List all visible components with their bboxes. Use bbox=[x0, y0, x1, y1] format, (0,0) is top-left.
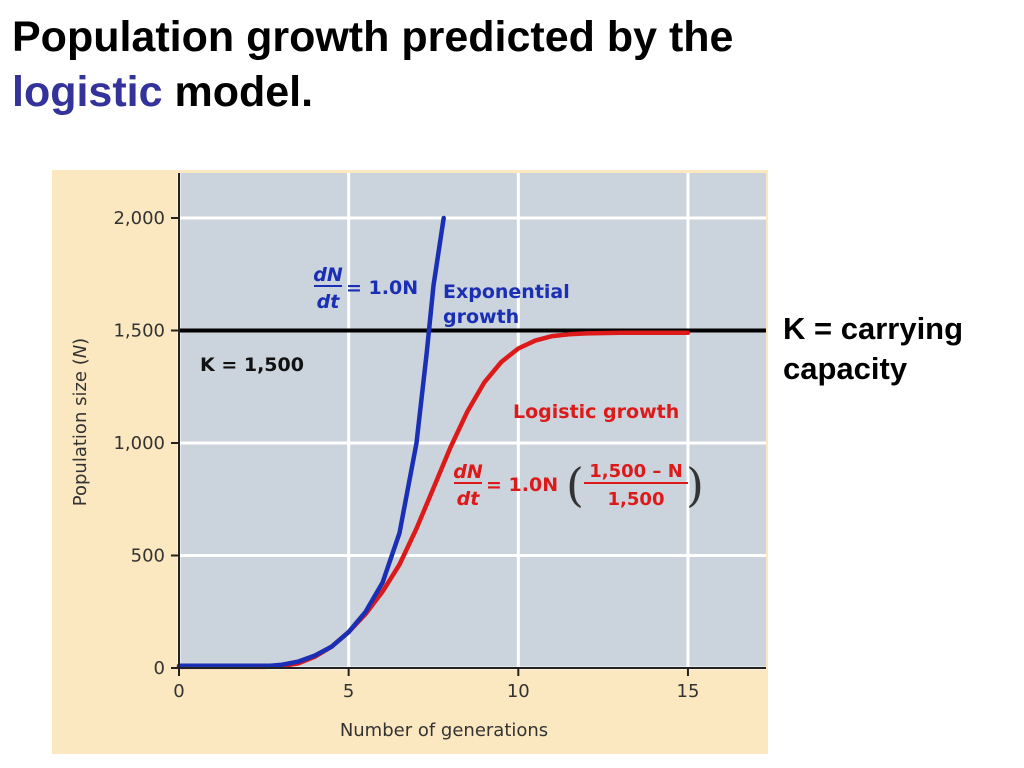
log-eq-open-paren: ( bbox=[566, 458, 584, 512]
logistic-growth-chart: 0 500 1,000 1,500 2,000 0 5 10 15 Population siz… bbox=[52, 170, 768, 754]
tick-labels: 0 500 1,000 1,500 2,000 0 5 10 15 bbox=[113, 208, 699, 702]
exponential-annotation: dN dt = 1.0N Exponential growth bbox=[313, 264, 570, 328]
y-tick-label: 1,500 bbox=[113, 321, 165, 342]
log-eq-frac-numerator: 1,500 – N bbox=[589, 461, 683, 482]
exp-eq-numerator: dN bbox=[313, 264, 343, 286]
exp-label-line2: growth bbox=[443, 306, 519, 328]
x-axis-label: Number of generations bbox=[340, 720, 548, 741]
y-tick-label: 2,000 bbox=[113, 208, 165, 229]
log-eq-close-paren: ) bbox=[686, 458, 704, 512]
x-tick-label: 0 bbox=[173, 681, 184, 702]
title-text-1: Population growth predicted by the bbox=[12, 13, 734, 61]
exponential-growth-line bbox=[176, 215, 446, 669]
y-axis-label-text: Population size ( bbox=[70, 358, 91, 506]
title-text-2: model. bbox=[162, 68, 314, 116]
exp-label-line1: Exponential bbox=[443, 281, 570, 303]
plot-area bbox=[179, 173, 766, 668]
y-tick-label: 0 bbox=[154, 658, 165, 679]
title-accent-word: logistic bbox=[12, 68, 163, 116]
carrying-capacity-note: K = carrying capacity bbox=[783, 309, 1023, 389]
axes bbox=[178, 173, 766, 669]
side-note-line1: K = carrying bbox=[783, 311, 964, 346]
carrying-capacity-label: K = 1,500 bbox=[200, 354, 304, 376]
log-eq-frac-denominator: 1,500 bbox=[608, 489, 665, 510]
log-eq-denominator: dt bbox=[457, 488, 481, 510]
y-tick-label: 1,000 bbox=[113, 433, 165, 454]
exp-eq-denominator: dt bbox=[317, 291, 341, 313]
log-eq-rhs: = 1.0N bbox=[486, 474, 558, 496]
x-tick-label: 5 bbox=[343, 681, 354, 702]
exp-eq-rhs: = 1.0N bbox=[346, 277, 418, 299]
log-eq-numerator: dN bbox=[453, 461, 483, 483]
y-axis-label-close: ) bbox=[70, 338, 91, 345]
x-tick-label: 10 bbox=[507, 681, 530, 702]
series-lines bbox=[176, 215, 691, 670]
y-axis-label-var: N bbox=[70, 345, 91, 358]
x-tick-label: 15 bbox=[677, 681, 700, 702]
y-axis-label: Population size (N) bbox=[70, 338, 91, 506]
y-tick-label: 500 bbox=[131, 546, 165, 567]
slide-title: Population growth predicted by the logis… bbox=[12, 10, 912, 120]
log-label: Logistic growth bbox=[513, 401, 679, 423]
logistic-annotation: Logistic growth dN dt = 1.0N ( 1,500 – N… bbox=[453, 401, 704, 512]
side-note-line2: capacity bbox=[783, 351, 908, 386]
